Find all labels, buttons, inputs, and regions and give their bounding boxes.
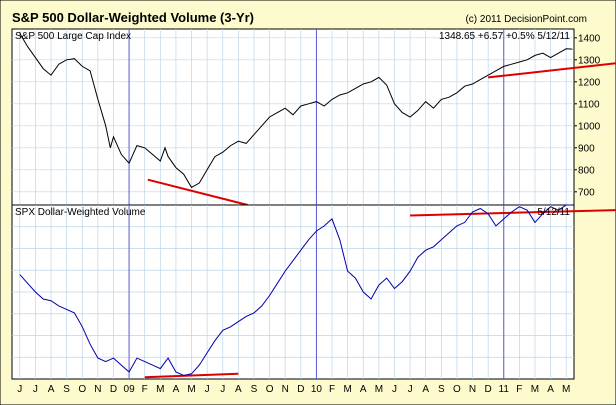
x-tick-label: J bbox=[33, 384, 38, 395]
volume-trendlines bbox=[144, 209, 616, 379]
x-tick-label: J bbox=[17, 384, 22, 395]
x-tick-label: D bbox=[297, 384, 304, 395]
x-tick-label: 09 bbox=[124, 384, 136, 395]
y-tick-label: 700 bbox=[578, 187, 595, 198]
x-tick-label: 10 bbox=[311, 384, 323, 395]
x-tick-label: A bbox=[360, 384, 367, 395]
y-tick-label: 900 bbox=[578, 143, 595, 154]
x-tick-label: A bbox=[422, 384, 429, 395]
trendline bbox=[144, 372, 239, 379]
x-axis: J J A S O N D 09 F M A M J J A S O N D 10 F M A M J J A S O N D 11 F M A M bbox=[17, 384, 570, 395]
x-tick-label: S bbox=[251, 384, 258, 395]
price-panel-label: S&P 500 Large Cap Index bbox=[15, 31, 131, 42]
x-tick-label: A bbox=[48, 384, 55, 395]
volume-panel-label: SPX Dollar-Weighted Volume bbox=[15, 207, 146, 218]
y-tick-label: 1300 bbox=[578, 55, 601, 66]
x-tick-label: J bbox=[220, 384, 225, 395]
x-tick-label: M bbox=[343, 384, 351, 395]
y-tick-label: 1200 bbox=[578, 77, 601, 88]
trendline bbox=[410, 209, 616, 217]
x-tick-label: A bbox=[547, 384, 554, 395]
chart-title: S&P 500 Dollar-Weighted Volume (3-Yr) bbox=[12, 10, 254, 25]
price-year-lines bbox=[128, 29, 505, 205]
price-panel bbox=[11, 28, 575, 206]
trendline bbox=[488, 62, 616, 79]
x-tick-label: M bbox=[156, 384, 164, 395]
y-tick-label: 800 bbox=[578, 165, 595, 176]
x-tick-label: N bbox=[94, 384, 101, 395]
price-trendlines bbox=[147, 62, 616, 206]
y-tick-label: 1100 bbox=[578, 99, 600, 110]
x-tick-label: O bbox=[266, 384, 274, 395]
x-tick-label: O bbox=[78, 384, 86, 395]
x-tick-label: S bbox=[438, 384, 445, 395]
x-tick-label: M bbox=[531, 384, 539, 395]
price-series-line bbox=[19, 33, 573, 189]
x-tick-label: J bbox=[408, 384, 413, 395]
volume-series-line bbox=[19, 204, 573, 377]
x-tick-label: S bbox=[63, 384, 70, 395]
x-tick-label: M bbox=[187, 384, 195, 395]
x-tick-label: J bbox=[205, 384, 210, 395]
x-tick-label: D bbox=[485, 384, 492, 395]
x-tick-label: O bbox=[453, 384, 461, 395]
x-tick-label: N bbox=[282, 384, 289, 395]
x-tick-label: F bbox=[142, 384, 148, 395]
x-tick-label: A bbox=[235, 384, 242, 395]
y-tick-label: 1000 bbox=[578, 121, 601, 132]
price-y-axis: 700 800 900 1000 1100 1200 1300 1400 bbox=[574, 33, 601, 198]
x-tick-label: M bbox=[562, 384, 570, 395]
x-tick-label: D bbox=[110, 384, 117, 395]
volume-year-lines bbox=[128, 205, 505, 379]
x-tick-label: F bbox=[329, 384, 335, 395]
x-tick-label: 11 bbox=[499, 384, 510, 395]
x-tick-label: F bbox=[516, 384, 522, 395]
chart-credit: (c) 2011 DecisionPoint.com bbox=[465, 14, 587, 25]
x-tick-label: N bbox=[469, 384, 476, 395]
x-tick-label: J bbox=[392, 384, 397, 395]
y-tick-label: 1400 bbox=[578, 33, 601, 44]
volume-readout: 5/12/11 bbox=[537, 207, 570, 218]
x-tick-label: A bbox=[173, 384, 180, 395]
trendline bbox=[147, 178, 248, 206]
price-readout: 1348.65 +6.57 +0.5% 5/12/11 bbox=[439, 31, 570, 42]
x-tick-label: M bbox=[375, 384, 383, 395]
